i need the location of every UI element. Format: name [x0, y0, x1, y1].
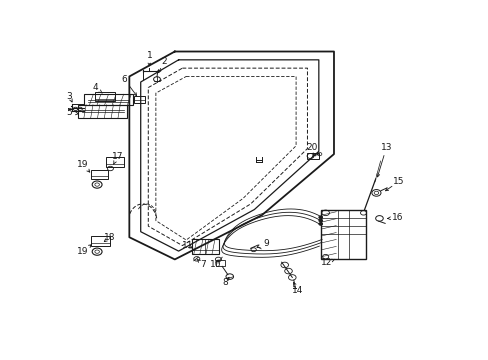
Text: 10: 10	[209, 261, 221, 269]
Bar	[191, 239, 219, 255]
Text: 17: 17	[111, 152, 122, 161]
Bar	[78, 105, 127, 118]
Text: 18: 18	[103, 233, 115, 242]
Text: 6: 6	[122, 75, 127, 84]
Text: 19: 19	[77, 247, 89, 256]
Text: 9: 9	[263, 239, 268, 248]
Text: 20: 20	[305, 144, 317, 153]
Bar	[320, 210, 366, 259]
Text: 16: 16	[391, 213, 403, 222]
Text: 12: 12	[320, 258, 331, 267]
Bar	[215, 260, 225, 266]
Bar	[307, 153, 318, 159]
Text: 4: 4	[92, 83, 98, 92]
Text: 3: 3	[66, 92, 72, 101]
Text: 11: 11	[181, 241, 193, 250]
Text: 2: 2	[161, 57, 167, 66]
Circle shape	[318, 219, 322, 222]
Text: 1: 1	[146, 51, 152, 60]
Bar	[134, 96, 145, 103]
Bar	[95, 92, 115, 102]
Text: 8: 8	[222, 278, 227, 287]
Text: 15: 15	[393, 177, 404, 186]
Text: 13: 13	[380, 144, 391, 153]
Circle shape	[318, 216, 322, 219]
Text: 19: 19	[77, 160, 89, 169]
Bar	[84, 94, 133, 105]
Text: 14: 14	[291, 286, 303, 295]
Text: 7: 7	[200, 261, 206, 269]
Bar	[91, 170, 108, 179]
Bar	[91, 237, 110, 246]
Bar	[105, 157, 124, 167]
Text: 5: 5	[66, 108, 71, 117]
Circle shape	[318, 222, 322, 225]
